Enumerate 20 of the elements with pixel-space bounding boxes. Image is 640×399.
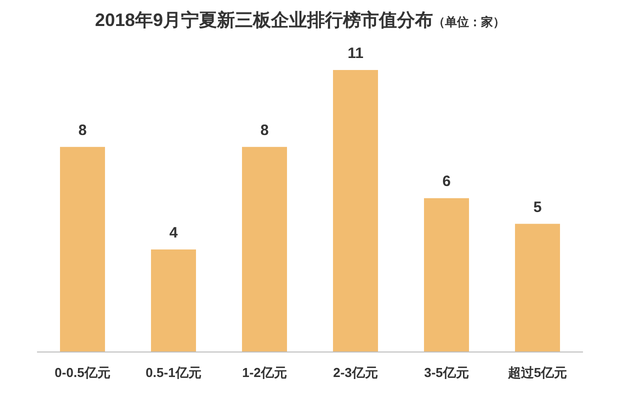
data-label: 6: [442, 173, 451, 190]
x-tick-label: 3-5亿元: [424, 365, 469, 380]
data-label: 11: [348, 45, 364, 62]
bar: [515, 224, 560, 352]
chart-title: 2018年9月宁夏新三板企业排行榜市值分布: [94, 10, 434, 30]
bar: [60, 146, 105, 352]
chart-subtitle: （单位：家）: [433, 15, 506, 29]
bar: [424, 198, 469, 352]
x-tick-label: 0.5-1亿元: [146, 365, 202, 380]
x-tick-label: 超过5亿元: [506, 365, 568, 380]
data-label: 8: [260, 122, 269, 139]
bar: [151, 249, 196, 352]
x-tick-label: 1-2亿元: [242, 365, 287, 380]
data-label: 4: [169, 224, 178, 242]
bar: [333, 70, 378, 352]
bar: [242, 146, 287, 352]
data-label: 8: [78, 122, 87, 139]
x-tick-label: 2-3亿元: [333, 365, 378, 380]
data-label: 5: [533, 198, 542, 216]
x-tick-label: 0-0.5亿元: [54, 365, 110, 380]
